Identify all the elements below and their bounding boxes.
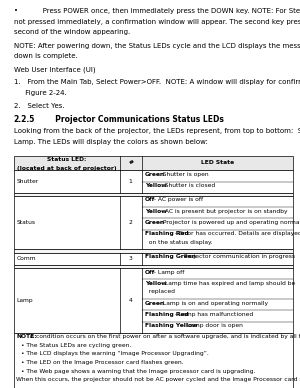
Text: • The LCD displays the warning “Image Processor Upgrading”.: • The LCD displays the warning “Image Pr… (21, 352, 209, 357)
Text: - AC power is off: - AC power is off (152, 197, 203, 203)
Text: Comm: Comm (16, 256, 36, 261)
Text: Lamp: Lamp (16, 298, 33, 303)
Text: Off: Off (145, 197, 155, 203)
Text: 3: 3 (129, 256, 133, 261)
Text: - Error has occurred. Details are displayed: - Error has occurred. Details are displa… (173, 231, 300, 236)
Text: #: # (128, 160, 133, 165)
Text: 2.   Select Yes.: 2. Select Yes. (14, 103, 64, 109)
Text: • The Web page shows a warning that the Image processor card is upgrading.: • The Web page shows a warning that the … (21, 369, 255, 374)
Bar (14, 249, 292, 253)
Text: - Projector is powered up and operating normally: - Projector is powered up and operating … (157, 220, 300, 225)
Text: Projector Communications Status LEDs: Projector Communications Status LEDs (42, 115, 224, 124)
Text: NOTE:: NOTE: (16, 334, 37, 340)
Text: Yellow: Yellow (145, 209, 167, 214)
Text: Looking from the back of the projector, the LEDs represent, from top to bottom: : Looking from the back of the projector, … (14, 128, 300, 134)
Text: •           Press POWER once, then immediately press the DOWN key. NOTE: For Ste: • Press POWER once, then immediately pre… (14, 8, 300, 14)
Text: - Lamp has malfunctioned: - Lamp has malfunctioned (173, 312, 254, 317)
Text: down is complete.: down is complete. (14, 54, 77, 59)
Bar (14, 170, 292, 193)
Text: NOTE: After powering down, the Status LEDs cycle and the LCD displays the messag: NOTE: After powering down, the Status LE… (14, 43, 300, 48)
Text: - AC is present but projector is on standby: - AC is present but projector is on stan… (159, 209, 288, 214)
Text: • The Status LEDs are cycling green.: • The Status LEDs are cycling green. (21, 343, 131, 348)
Bar (14, 268, 292, 333)
Text: not pressed immediately, a confirmation window will appear. The second key press: not pressed immediately, a confirmation … (14, 19, 300, 24)
Text: second of the window appearing.: second of the window appearing. (14, 29, 130, 35)
Text: 1: 1 (129, 179, 133, 184)
Text: • The LED on the Image Processor card flashes green.: • The LED on the Image Processor card fl… (21, 360, 184, 365)
Bar (14, 196, 292, 249)
Text: Status: Status (16, 220, 35, 225)
Text: replaced: replaced (145, 289, 175, 294)
Text: - Lamp off: - Lamp off (152, 270, 184, 275)
Bar (14, 253, 292, 265)
Text: - Lamp door is open: - Lamp door is open (181, 323, 242, 328)
Text: Web User Interface (UI): Web User Interface (UI) (14, 66, 95, 73)
Text: : Shutter is open: : Shutter is open (157, 172, 208, 177)
Text: Flashing Green: Flashing Green (145, 254, 196, 259)
Text: Green: Green (145, 172, 165, 177)
Text: 1.   From the Main Tab, Select Power>OFF.  NOTE: A window will display for confi: 1. From the Main Tab, Select Power>OFF. … (14, 80, 300, 85)
Text: Green: Green (145, 220, 165, 225)
Text: Flashing Red: Flashing Red (145, 231, 188, 236)
Text: Shutter: Shutter (16, 179, 39, 184)
Text: 2: 2 (129, 220, 133, 225)
Text: A condition occurs on the first power on after a software upgrade, and is indica: A condition occurs on the first power on… (28, 334, 300, 340)
Bar (14, 333, 292, 388)
Text: Flashing Red: Flashing Red (145, 312, 188, 317)
Text: : Shutter is closed: : Shutter is closed (159, 183, 215, 188)
Text: on the status display.: on the status display. (145, 240, 212, 245)
Text: Status LED:: Status LED: (47, 157, 86, 162)
Text: Lamp. The LEDs will display the colors as shown below:: Lamp. The LEDs will display the colors a… (14, 139, 207, 145)
Text: LED State: LED State (201, 160, 234, 165)
Text: 4: 4 (129, 298, 133, 303)
Text: Green: Green (145, 301, 165, 306)
Text: Figure 2-24.: Figure 2-24. (14, 90, 66, 96)
Text: - Lamp time has expired and lamp should be: - Lamp time has expired and lamp should … (159, 281, 296, 286)
Text: (located at back of projector): (located at back of projector) (17, 166, 116, 171)
Text: - Projector communication in progress: - Projector communication in progress (178, 254, 295, 259)
Text: 2.2.5: 2.2.5 (14, 115, 35, 124)
Text: Flashing Yellow: Flashing Yellow (145, 323, 197, 328)
Text: Yellow: Yellow (145, 281, 167, 286)
Bar (14, 193, 292, 196)
Bar (14, 156, 292, 170)
Bar (14, 265, 292, 268)
Text: Off: Off (145, 270, 155, 275)
Text: Yellow: Yellow (145, 183, 167, 188)
Text: When this occurs, the projector should not be AC power cycled and the Image Proc: When this occurs, the projector should n… (16, 377, 300, 382)
Text: - Lamp is on and operating normally: - Lamp is on and operating normally (157, 301, 268, 306)
